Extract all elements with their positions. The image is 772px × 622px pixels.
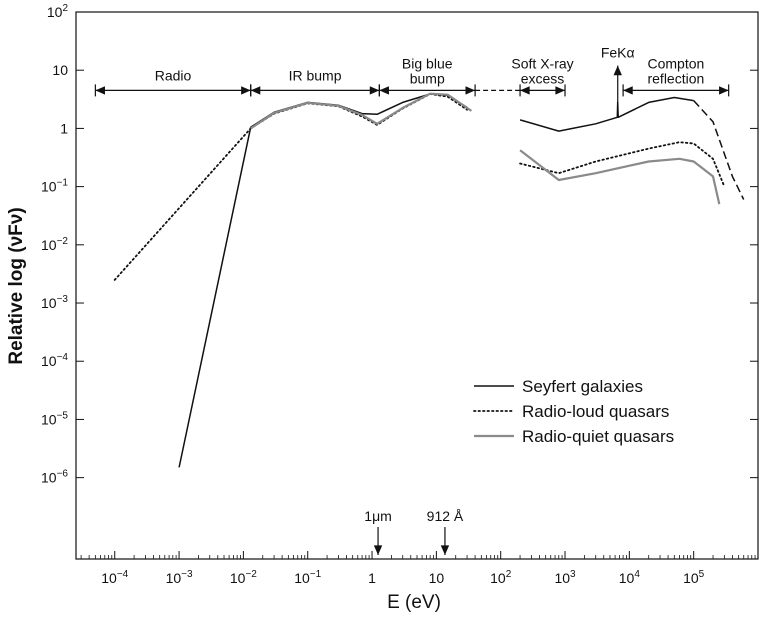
y-tick-label: 10−6 <box>41 469 68 486</box>
series-line-1-segment-1 <box>178 93 468 468</box>
y-tick-label: 1 <box>60 120 68 136</box>
region-label: Radio <box>155 67 192 83</box>
plot-frame <box>75 11 759 560</box>
x-tick-label: 105 <box>683 569 705 586</box>
series-line-2-segment-1 <box>113 127 252 281</box>
x-tick-label: 10−2 <box>230 569 257 586</box>
region-label: IR bump <box>289 67 342 83</box>
x-axis-label: E (eV) <box>387 592 441 613</box>
y-tick-label: 102 <box>47 3 69 20</box>
y-tick-label: 10−2 <box>41 236 68 253</box>
series-line-3-segment-1 <box>250 92 473 130</box>
y-tick-label: 10 <box>52 62 68 78</box>
x-tick-label: 10 <box>429 570 445 586</box>
y-tick-label: 10−1 <box>41 178 68 195</box>
region-label: Compton <box>647 55 704 71</box>
arrow-head <box>613 65 622 76</box>
legend-label: Seyfert galaxies <box>522 377 643 396</box>
region-label: Soft X-ray <box>511 55 573 71</box>
series-line-1-segment-2 <box>519 96 694 132</box>
axis-marker-label: 1μm <box>364 508 392 524</box>
series-line-1-segment-3 <box>693 100 745 200</box>
region-label-line2: excess <box>521 70 565 86</box>
arrow-head <box>373 545 383 555</box>
x-tick-label: 102 <box>490 569 512 586</box>
legend: Seyfert galaxies Radio-loud quasars Radio-… <box>473 377 674 446</box>
legend-label: Radio-quiet quasars <box>522 427 674 446</box>
arrow-head <box>465 86 476 95</box>
y-tick-label: 10−3 <box>41 294 68 311</box>
axis-marker-label: 912 Å <box>427 508 464 524</box>
arrow-head <box>95 86 105 95</box>
x-tick-label: 103 <box>554 569 576 586</box>
x-tick-label: 104 <box>619 569 641 586</box>
arrow-head <box>440 545 450 555</box>
y-axis-label: Relative log (νFν) <box>6 207 27 364</box>
axis-ticks: 10−4 10−3 10−2 10−1 1 10 102 103 104 105 102 10 1 10−… <box>41 3 758 586</box>
arrow-head <box>369 86 380 95</box>
region-label-line2: bump <box>410 70 445 86</box>
region-label: Big blue <box>402 55 453 71</box>
legend-label: Radio-loud quasars <box>522 402 669 421</box>
arrow-head <box>379 86 389 95</box>
series-line-2-segment-3 <box>519 141 726 188</box>
arrow-head <box>241 86 251 95</box>
x-tick-label: 10−1 <box>294 569 321 586</box>
series-line-3-segment-2 <box>519 149 721 205</box>
y-tick-label: 10−4 <box>41 352 68 369</box>
fek-alpha-label: FeKα <box>601 45 635 61</box>
x-tick-label: 10−3 <box>166 569 193 586</box>
x-tick-label: 1 <box>368 570 376 586</box>
arrow-head <box>250 86 261 95</box>
y-tick-label: 10−5 <box>41 410 68 427</box>
series-group <box>113 89 745 468</box>
x-tick-label: 10−4 <box>101 569 128 586</box>
arrow-head <box>719 86 729 95</box>
arrow-head <box>555 86 566 95</box>
arrow-head <box>623 86 633 95</box>
arrow-head <box>520 86 530 95</box>
region-label-line2: reflection <box>647 70 704 86</box>
